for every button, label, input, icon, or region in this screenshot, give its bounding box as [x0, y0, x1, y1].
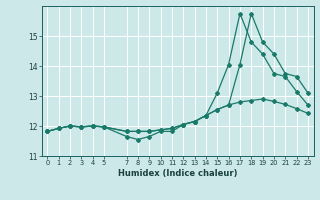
X-axis label: Humidex (Indice chaleur): Humidex (Indice chaleur): [118, 169, 237, 178]
